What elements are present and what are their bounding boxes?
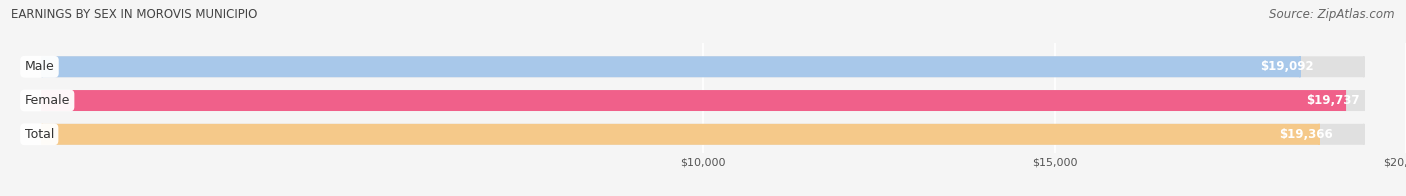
- Text: Male: Male: [25, 60, 55, 73]
- Text: EARNINGS BY SEX IN MOROVIS MUNICIPIO: EARNINGS BY SEX IN MOROVIS MUNICIPIO: [11, 8, 257, 21]
- FancyBboxPatch shape: [42, 90, 1364, 111]
- Text: Total: Total: [25, 128, 53, 141]
- FancyBboxPatch shape: [42, 124, 1319, 145]
- FancyBboxPatch shape: [42, 56, 1301, 77]
- FancyBboxPatch shape: [42, 124, 1364, 145]
- Text: Female: Female: [25, 94, 70, 107]
- FancyBboxPatch shape: [42, 90, 1346, 111]
- Text: $19,092: $19,092: [1260, 60, 1315, 73]
- Text: $19,366: $19,366: [1279, 128, 1333, 141]
- Text: $19,737: $19,737: [1306, 94, 1360, 107]
- Text: Source: ZipAtlas.com: Source: ZipAtlas.com: [1270, 8, 1395, 21]
- FancyBboxPatch shape: [42, 56, 1364, 77]
